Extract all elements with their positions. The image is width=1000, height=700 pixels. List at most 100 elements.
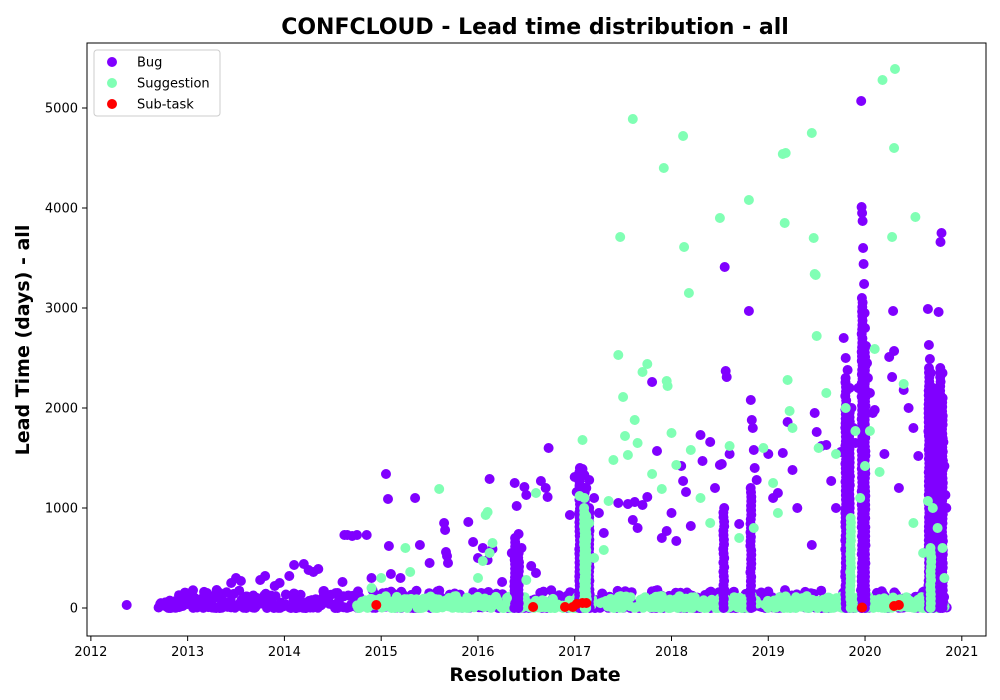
bug-point xyxy=(705,437,716,447)
bug-point xyxy=(383,494,393,504)
x-axis-label: Resolution Date xyxy=(449,664,620,686)
bug-point xyxy=(666,508,677,518)
suggestion-point xyxy=(638,601,649,612)
suggestion-point xyxy=(366,583,377,593)
bug-point xyxy=(597,588,608,599)
bug-point xyxy=(888,306,899,316)
legend-marker xyxy=(107,99,117,109)
bug-point xyxy=(925,368,936,378)
suggestion-point xyxy=(932,523,943,533)
bug-point xyxy=(217,602,228,613)
bug-point xyxy=(821,440,832,450)
bug-point xyxy=(840,353,851,363)
bug-point xyxy=(940,490,951,500)
suggestion-point xyxy=(937,543,948,553)
bug-point xyxy=(216,594,227,604)
suggestion-point xyxy=(492,595,503,605)
legend: Bug Suggestion Sub-task xyxy=(93,49,221,117)
bug-point xyxy=(361,530,372,540)
bug-point xyxy=(366,573,377,583)
y-tick-label: 0 xyxy=(70,602,78,617)
bug-point xyxy=(903,403,914,413)
suggestion-point xyxy=(758,443,769,453)
bug-point xyxy=(410,493,421,503)
bug-point xyxy=(695,430,706,440)
y-tick-label: 5000 xyxy=(45,102,78,117)
suggestion-point xyxy=(860,461,870,471)
bug-point xyxy=(383,541,394,551)
suggestion-point xyxy=(629,602,640,613)
bug-point xyxy=(352,530,362,540)
suggestion-point xyxy=(813,443,824,453)
bug-point xyxy=(299,602,310,613)
bug-point xyxy=(933,307,944,317)
bug-point xyxy=(862,358,872,368)
bug-point xyxy=(879,449,890,459)
suggestion-point xyxy=(589,553,600,563)
x-tick-label: 2021 xyxy=(945,645,978,660)
suggestion-point xyxy=(405,567,416,577)
bug-point xyxy=(787,465,798,475)
suggestion-point xyxy=(487,538,498,548)
suggestion-point xyxy=(613,350,624,360)
legend-label: Bug xyxy=(137,56,162,71)
bug-point xyxy=(850,438,861,448)
bug-point xyxy=(332,588,343,598)
bug-point xyxy=(414,540,425,550)
suggestion-point xyxy=(890,64,900,74)
suggestion-point xyxy=(808,233,819,243)
bug-point xyxy=(468,537,479,547)
suggestion-point xyxy=(651,602,662,613)
bug-point xyxy=(385,569,396,579)
suggestion-point xyxy=(898,379,909,389)
sub-task-point xyxy=(560,602,570,612)
bug-point xyxy=(531,568,541,578)
bug-point xyxy=(526,561,537,571)
suggestion-point xyxy=(484,548,495,558)
x-tick-label: 2020 xyxy=(848,645,881,660)
bug-point xyxy=(671,536,682,546)
suggestion-point xyxy=(927,503,938,513)
suggestion-point xyxy=(449,601,460,612)
bug-point xyxy=(826,476,837,486)
suggestion-point xyxy=(521,575,532,585)
suggestion-point xyxy=(811,331,822,341)
suggestion-point xyxy=(385,597,396,607)
bug-point xyxy=(937,393,948,403)
suggestion-point xyxy=(658,163,669,173)
suggestion-point xyxy=(579,503,590,513)
suggestion-point xyxy=(679,242,690,252)
bug-point xyxy=(268,603,279,613)
suggestion-point xyxy=(696,597,707,608)
suggestion-point xyxy=(735,598,746,609)
suggestion-point xyxy=(666,428,677,438)
chart-title: CONFCLOUD - Lead time distribution - all xyxy=(281,15,789,40)
suggestion-point xyxy=(603,496,614,506)
x-tick-label: 2014 xyxy=(268,645,301,660)
bug-point xyxy=(153,602,164,613)
bug-point xyxy=(858,259,869,269)
bug-point xyxy=(613,498,624,508)
suggestion-point xyxy=(784,406,795,416)
bug-point xyxy=(258,594,269,605)
bug-point xyxy=(513,529,524,539)
suggestion-point xyxy=(918,548,929,558)
bug-point xyxy=(211,585,222,595)
suggestion-point xyxy=(779,598,789,609)
bug-point xyxy=(806,540,817,550)
sub-task-point xyxy=(528,602,539,612)
bug-point xyxy=(831,503,841,513)
bug-point xyxy=(811,427,822,437)
suggestion-point xyxy=(620,431,630,441)
suggestion-point xyxy=(662,381,673,391)
bug-point xyxy=(857,216,868,226)
bug-point xyxy=(509,478,520,488)
bug-point xyxy=(859,279,870,289)
suggestion-point xyxy=(831,449,841,459)
bug-point xyxy=(719,503,730,513)
suggestion-point xyxy=(584,518,595,528)
bug-point xyxy=(734,519,745,529)
suggestion-point xyxy=(743,195,754,205)
bug-point xyxy=(859,308,870,318)
bug-point xyxy=(516,543,527,553)
